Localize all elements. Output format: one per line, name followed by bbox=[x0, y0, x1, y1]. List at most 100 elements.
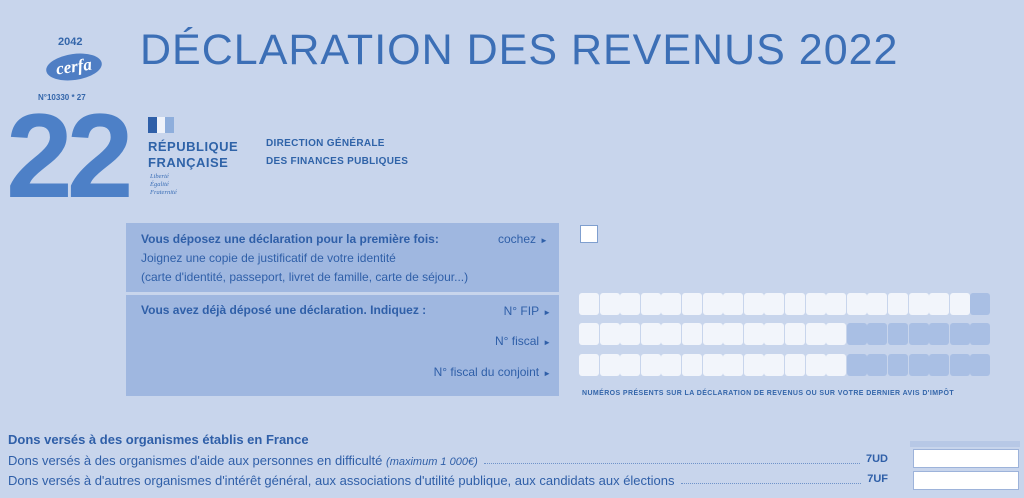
direction-line-1: DIRECTION GÉNÉRALE bbox=[266, 138, 385, 149]
arrow-right-icon: ► bbox=[543, 369, 551, 378]
digit-cell[interactable] bbox=[888, 354, 908, 376]
digit-cell[interactable] bbox=[599, 323, 620, 345]
digit-cell[interactable] bbox=[764, 354, 785, 376]
direction-line-2: DES FINANCES PUBLIQUES bbox=[266, 156, 409, 167]
arrow-right-icon: ► bbox=[540, 236, 548, 245]
already-declared-question: Vous avez déjà déposé une déclaration. I… bbox=[141, 303, 427, 317]
digit-cell[interactable] bbox=[579, 293, 599, 315]
digit-cell[interactable] bbox=[702, 354, 723, 376]
identity-documents: (carte d'identité, passeport, livret de … bbox=[141, 270, 469, 284]
dotted-leader bbox=[483, 453, 860, 464]
digit-cell[interactable] bbox=[805, 293, 826, 315]
cochez-label: cochez ► bbox=[498, 232, 548, 246]
digit-cell[interactable] bbox=[661, 323, 682, 345]
french-flag-icon bbox=[148, 117, 174, 133]
fiscal-conjoint-label: N° fiscal du conjoint ► bbox=[433, 365, 551, 379]
digit-cell[interactable] bbox=[620, 354, 641, 376]
digit-cell[interactable] bbox=[888, 323, 908, 345]
digit-cell[interactable] bbox=[785, 323, 805, 345]
digit-cell[interactable] bbox=[846, 354, 867, 376]
digit-cell[interactable] bbox=[867, 323, 888, 345]
digit-cell[interactable] bbox=[867, 293, 888, 315]
digit-cell[interactable] bbox=[723, 293, 744, 315]
digit-cell[interactable] bbox=[640, 293, 661, 315]
don-code: 7UF bbox=[867, 473, 888, 485]
digit-cell[interactable] bbox=[702, 323, 723, 345]
dons-heading: Dons versés à des organismes établis en … bbox=[8, 432, 309, 447]
digit-cell[interactable] bbox=[846, 293, 867, 315]
digit-cell[interactable] bbox=[867, 354, 888, 376]
don-code: 7UD bbox=[865, 453, 888, 465]
fip-label: N° FIP ► bbox=[503, 304, 551, 318]
digit-cell[interactable] bbox=[682, 293, 702, 315]
digit-cell[interactable] bbox=[579, 323, 599, 345]
don-label: Dons versés à des organismes d'aide aux … bbox=[8, 453, 478, 468]
don-line-7ud: Dons versés à des organismes d'aide aux … bbox=[8, 453, 888, 468]
digit-cell[interactable] bbox=[949, 293, 970, 315]
digit-cell[interactable] bbox=[826, 293, 847, 315]
digit-cell[interactable] bbox=[620, 323, 641, 345]
digit-cell[interactable] bbox=[743, 293, 764, 315]
arrow-right-icon: ► bbox=[543, 308, 551, 317]
digit-cell[interactable] bbox=[764, 323, 785, 345]
cerfa-number: N°10330 * 27 bbox=[38, 93, 86, 102]
don-note: (maximum 1 000€) bbox=[386, 456, 478, 468]
digit-cell[interactable] bbox=[785, 293, 805, 315]
digit-cell[interactable] bbox=[929, 354, 950, 376]
header-strip bbox=[910, 441, 1020, 447]
digit-cell[interactable] bbox=[661, 354, 682, 376]
year-code: 22 bbox=[6, 89, 134, 223]
digit-cell[interactable] bbox=[661, 293, 682, 315]
digit-cell[interactable] bbox=[949, 354, 970, 376]
numbers-note: NUMÉROS PRÉSENTS SUR LA DÉCLARATION DE R… bbox=[582, 390, 955, 397]
digit-cell[interactable] bbox=[743, 354, 764, 376]
cerfa-logo: cerfa bbox=[44, 50, 104, 84]
digit-cell[interactable] bbox=[702, 293, 723, 315]
motto-liberte: Liberté bbox=[150, 173, 169, 180]
digit-cell[interactable] bbox=[929, 293, 950, 315]
republique-line-2: FRANÇAISE bbox=[148, 155, 229, 170]
digit-cell[interactable] bbox=[723, 323, 744, 345]
digit-cell[interactable] bbox=[640, 354, 661, 376]
digit-cell[interactable] bbox=[743, 323, 764, 345]
digit-cell[interactable] bbox=[970, 293, 991, 315]
page-title: DÉCLARATION DES REVENUS 2022 bbox=[140, 26, 899, 74]
arrow-right-icon: ► bbox=[543, 338, 551, 347]
first-declaration-panel: Vous déposez une déclaration pour la pre… bbox=[126, 223, 559, 292]
digit-cell[interactable] bbox=[682, 323, 702, 345]
digit-cell[interactable] bbox=[723, 354, 744, 376]
digit-cell[interactable] bbox=[805, 323, 826, 345]
digit-cell[interactable] bbox=[640, 323, 661, 345]
digit-cell[interactable] bbox=[929, 323, 950, 345]
digit-cell[interactable] bbox=[970, 354, 991, 376]
amount-field-7ud[interactable] bbox=[913, 449, 1019, 468]
digit-cell[interactable] bbox=[846, 323, 867, 345]
don-line-7uf: Dons versés à d'autres organismes d'inté… bbox=[8, 473, 888, 488]
amount-field-7uf[interactable] bbox=[913, 471, 1019, 490]
digit-cell[interactable] bbox=[826, 323, 847, 345]
digit-cell[interactable] bbox=[599, 293, 620, 315]
digit-cell[interactable] bbox=[805, 354, 826, 376]
digit-cell[interactable] bbox=[908, 323, 929, 345]
first-declaration-question: Vous déposez une déclaration pour la pre… bbox=[141, 232, 439, 246]
motto-egalite: Égalité bbox=[150, 181, 169, 188]
digit-cell[interactable] bbox=[826, 354, 847, 376]
digit-cell[interactable] bbox=[908, 293, 929, 315]
identity-instruction: Joignez une copie de justificatif de vot… bbox=[141, 251, 396, 265]
already-declared-panel: Vous avez déjà déposé une déclaration. I… bbox=[126, 295, 559, 396]
first-declaration-checkbox[interactable] bbox=[580, 225, 598, 243]
digit-cell[interactable] bbox=[764, 293, 785, 315]
digit-cell[interactable] bbox=[682, 354, 702, 376]
digit-cell[interactable] bbox=[785, 354, 805, 376]
digit-cell[interactable] bbox=[970, 323, 991, 345]
digit-cell[interactable] bbox=[908, 354, 929, 376]
dotted-leader bbox=[680, 473, 862, 484]
fiscal-label: N° fiscal ► bbox=[494, 334, 551, 348]
digit-cell[interactable] bbox=[620, 293, 641, 315]
digit-cell[interactable] bbox=[949, 323, 970, 345]
motto-fraternite: Fraternité bbox=[150, 189, 177, 196]
digit-cell[interactable] bbox=[888, 293, 908, 315]
form-number: 2042 bbox=[58, 36, 83, 48]
digit-cell[interactable] bbox=[599, 354, 620, 376]
digit-cell[interactable] bbox=[579, 354, 599, 376]
